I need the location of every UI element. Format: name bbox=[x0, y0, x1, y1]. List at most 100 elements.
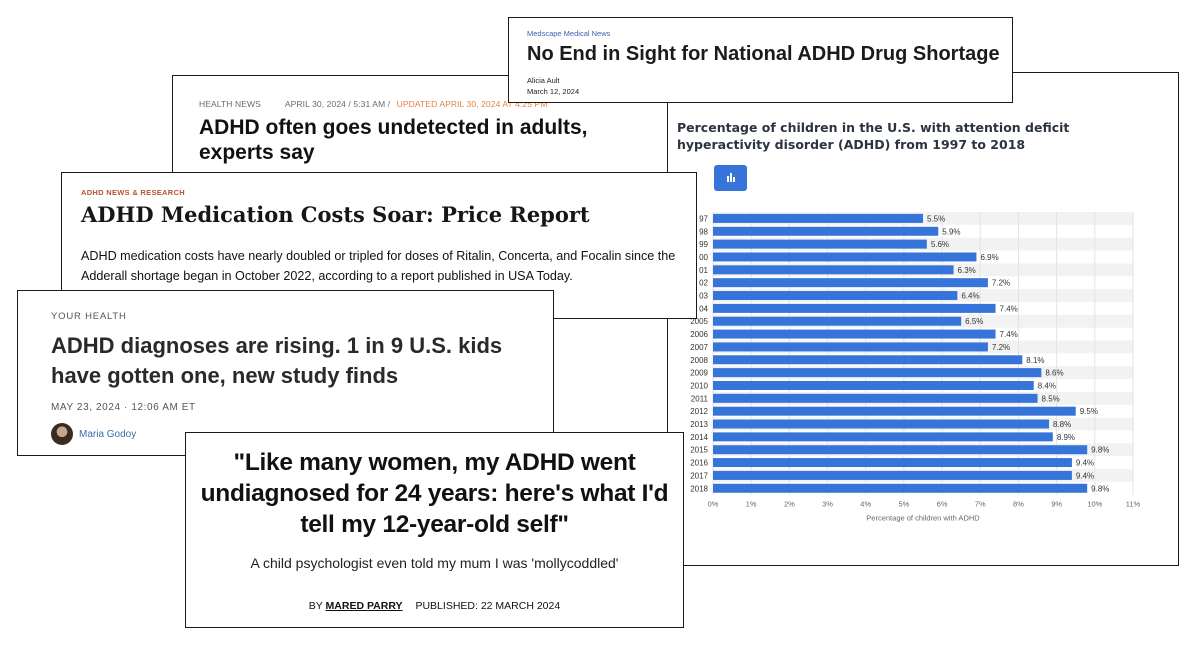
value-label: 9.4% bbox=[1076, 459, 1094, 468]
bar-2002[interactable] bbox=[713, 278, 988, 288]
category-label: 04 bbox=[699, 304, 708, 313]
category-label: 99 bbox=[699, 240, 708, 249]
x-tick-label: 10% bbox=[1087, 500, 1102, 509]
source-label: Medscape Medical News bbox=[527, 29, 611, 38]
bar-2007[interactable] bbox=[713, 342, 988, 352]
publish-date: APRIL 30, 2024 / 5:31 AM / bbox=[284, 99, 391, 109]
category-label: 2018 bbox=[690, 484, 708, 493]
medscape-article-card[interactable]: Medscape Medical News No End in Sight fo… bbox=[508, 17, 1013, 103]
value-label: 9.4% bbox=[1076, 471, 1094, 480]
value-label: 7.4% bbox=[1000, 330, 1018, 339]
author-avatar bbox=[51, 423, 73, 445]
category-label: 2016 bbox=[690, 459, 708, 468]
bar-1998[interactable] bbox=[713, 226, 939, 236]
bar-2014[interactable] bbox=[713, 432, 1053, 442]
category-label: 98 bbox=[699, 227, 708, 236]
bar-2017[interactable] bbox=[713, 470, 1072, 480]
article-meta: HEALTH NEWS APRIL 30, 2024 / 5:31 AM / U… bbox=[199, 99, 570, 109]
health-news-article-card[interactable]: HEALTH NEWS APRIL 30, 2024 / 5:31 AM / U… bbox=[172, 75, 668, 185]
category-label: 2006 bbox=[690, 330, 708, 339]
headline[interactable]: ADHD Medication Costs Soar: Price Report bbox=[81, 202, 590, 227]
category-label: 2008 bbox=[690, 356, 708, 365]
bar-chart-icon bbox=[727, 173, 735, 182]
chart-title: Percentage of children in the U.S. with … bbox=[677, 120, 1070, 152]
quote-article-card[interactable]: "Like many women, my ADHD went undiagnos… bbox=[185, 432, 684, 628]
category-label: 03 bbox=[699, 292, 708, 301]
bar-2016[interactable] bbox=[713, 458, 1072, 468]
bar-2010[interactable] bbox=[713, 380, 1034, 390]
x-tick-label: 9% bbox=[1051, 500, 1062, 509]
author-link[interactable]: Maria Godoy bbox=[79, 429, 137, 440]
category-label: 00 bbox=[699, 253, 708, 262]
value-label: 6.9% bbox=[980, 253, 998, 262]
x-tick-label: 2% bbox=[784, 500, 795, 509]
bar-2004[interactable] bbox=[713, 303, 996, 313]
value-label: 9.5% bbox=[1080, 407, 1098, 416]
category-label: 2014 bbox=[690, 433, 708, 442]
value-label: 7.2% bbox=[992, 343, 1010, 352]
x-tick-label: 0% bbox=[708, 500, 719, 509]
value-label: 5.5% bbox=[927, 214, 945, 223]
bar-2008[interactable] bbox=[713, 355, 1023, 365]
x-tick-label: 1% bbox=[746, 500, 757, 509]
author-link[interactable]: MARED PARRY bbox=[325, 600, 403, 612]
headline[interactable]: "Like many women, my ADHD went undiagnos… bbox=[200, 449, 669, 538]
publish-date: March 12, 2024 bbox=[527, 87, 580, 96]
bar-2018[interactable] bbox=[713, 483, 1088, 493]
bar-2006[interactable] bbox=[713, 329, 996, 339]
bar-2015[interactable] bbox=[713, 445, 1088, 455]
bar-2001[interactable] bbox=[713, 265, 954, 275]
category-label: 97 bbox=[699, 214, 708, 223]
value-label: 8.4% bbox=[1038, 381, 1056, 390]
value-label: 8.1% bbox=[1026, 356, 1044, 365]
section-tag: ADHD NEWS & RESEARCH bbox=[81, 188, 185, 197]
bar-2005[interactable] bbox=[713, 316, 962, 326]
headline[interactable]: No End in Sight for National ADHD Drug S… bbox=[527, 43, 1000, 65]
category-label: 2010 bbox=[690, 381, 708, 390]
headline[interactable]: ADHD diagnoses are rising. 1 in 9 U.S. k… bbox=[51, 333, 503, 388]
section-label: HEALTH NEWS bbox=[199, 99, 261, 109]
category-label: 02 bbox=[699, 279, 708, 288]
bar-1999[interactable] bbox=[713, 239, 927, 249]
x-tick-label: 4% bbox=[860, 500, 871, 509]
bar-2012[interactable] bbox=[713, 406, 1076, 416]
statista-chart-card: Percentage of children in the U.S. with … bbox=[667, 72, 1179, 566]
npr-article-card[interactable]: YOUR HEALTH ADHD diagnoses are rising. 1… bbox=[17, 290, 554, 456]
subheadline: A child psychologist even told my mum I … bbox=[250, 555, 619, 571]
category-label: 2012 bbox=[690, 407, 708, 416]
bar-2003[interactable] bbox=[713, 291, 958, 301]
bar-view-button[interactable] bbox=[714, 165, 747, 191]
value-label: 7.2% bbox=[992, 279, 1010, 288]
author-name: Alicia Ault bbox=[527, 76, 560, 85]
category-label: 2005 bbox=[690, 317, 708, 326]
bar-2011[interactable] bbox=[713, 393, 1038, 403]
value-label: 8.6% bbox=[1045, 369, 1063, 378]
value-label: 9.8% bbox=[1091, 446, 1109, 455]
article-summary: ADHD medication costs have nearly double… bbox=[81, 249, 676, 283]
bar-1997[interactable] bbox=[713, 213, 923, 223]
adhd-bar-chart: 97 5.5% 98 5.9% 99 5.6% 00 6.9% 01 6.3% 02 7.2% 03 6.… bbox=[690, 212, 1141, 523]
x-tick-label: 3% bbox=[822, 500, 833, 509]
bar-2009[interactable] bbox=[713, 368, 1042, 378]
value-label: 6.4% bbox=[961, 292, 979, 301]
section-tag: YOUR HEALTH bbox=[51, 311, 127, 322]
value-label: 6.3% bbox=[958, 266, 976, 275]
updated-date: UPDATED APRIL 30, 2024 AT 4:25 PM bbox=[396, 99, 548, 109]
x-tick-label: 6% bbox=[937, 500, 948, 509]
category-label: 2007 bbox=[690, 343, 708, 352]
bar-2013[interactable] bbox=[713, 419, 1049, 429]
x-tick-label: 8% bbox=[1013, 500, 1024, 509]
publish-date: PUBLISHED: 22 MARCH 2024 bbox=[415, 600, 561, 612]
category-label: 01 bbox=[699, 266, 708, 275]
value-label: 8.8% bbox=[1053, 420, 1071, 429]
category-label: 2013 bbox=[690, 420, 708, 429]
x-tick-label: 11% bbox=[1126, 500, 1141, 509]
value-label: 5.6% bbox=[931, 240, 949, 249]
byline: Alicia Ault March 12, 2024 bbox=[527, 75, 579, 97]
category-label: 2011 bbox=[691, 394, 709, 403]
x-axis-title: Percentage of children with ADHD bbox=[866, 514, 980, 523]
value-label: 5.9% bbox=[942, 227, 960, 236]
value-label: 8.5% bbox=[1042, 394, 1060, 403]
bar-2000[interactable] bbox=[713, 252, 977, 262]
headline[interactable]: ADHD often goes undetected in adults, ex… bbox=[199, 116, 588, 164]
